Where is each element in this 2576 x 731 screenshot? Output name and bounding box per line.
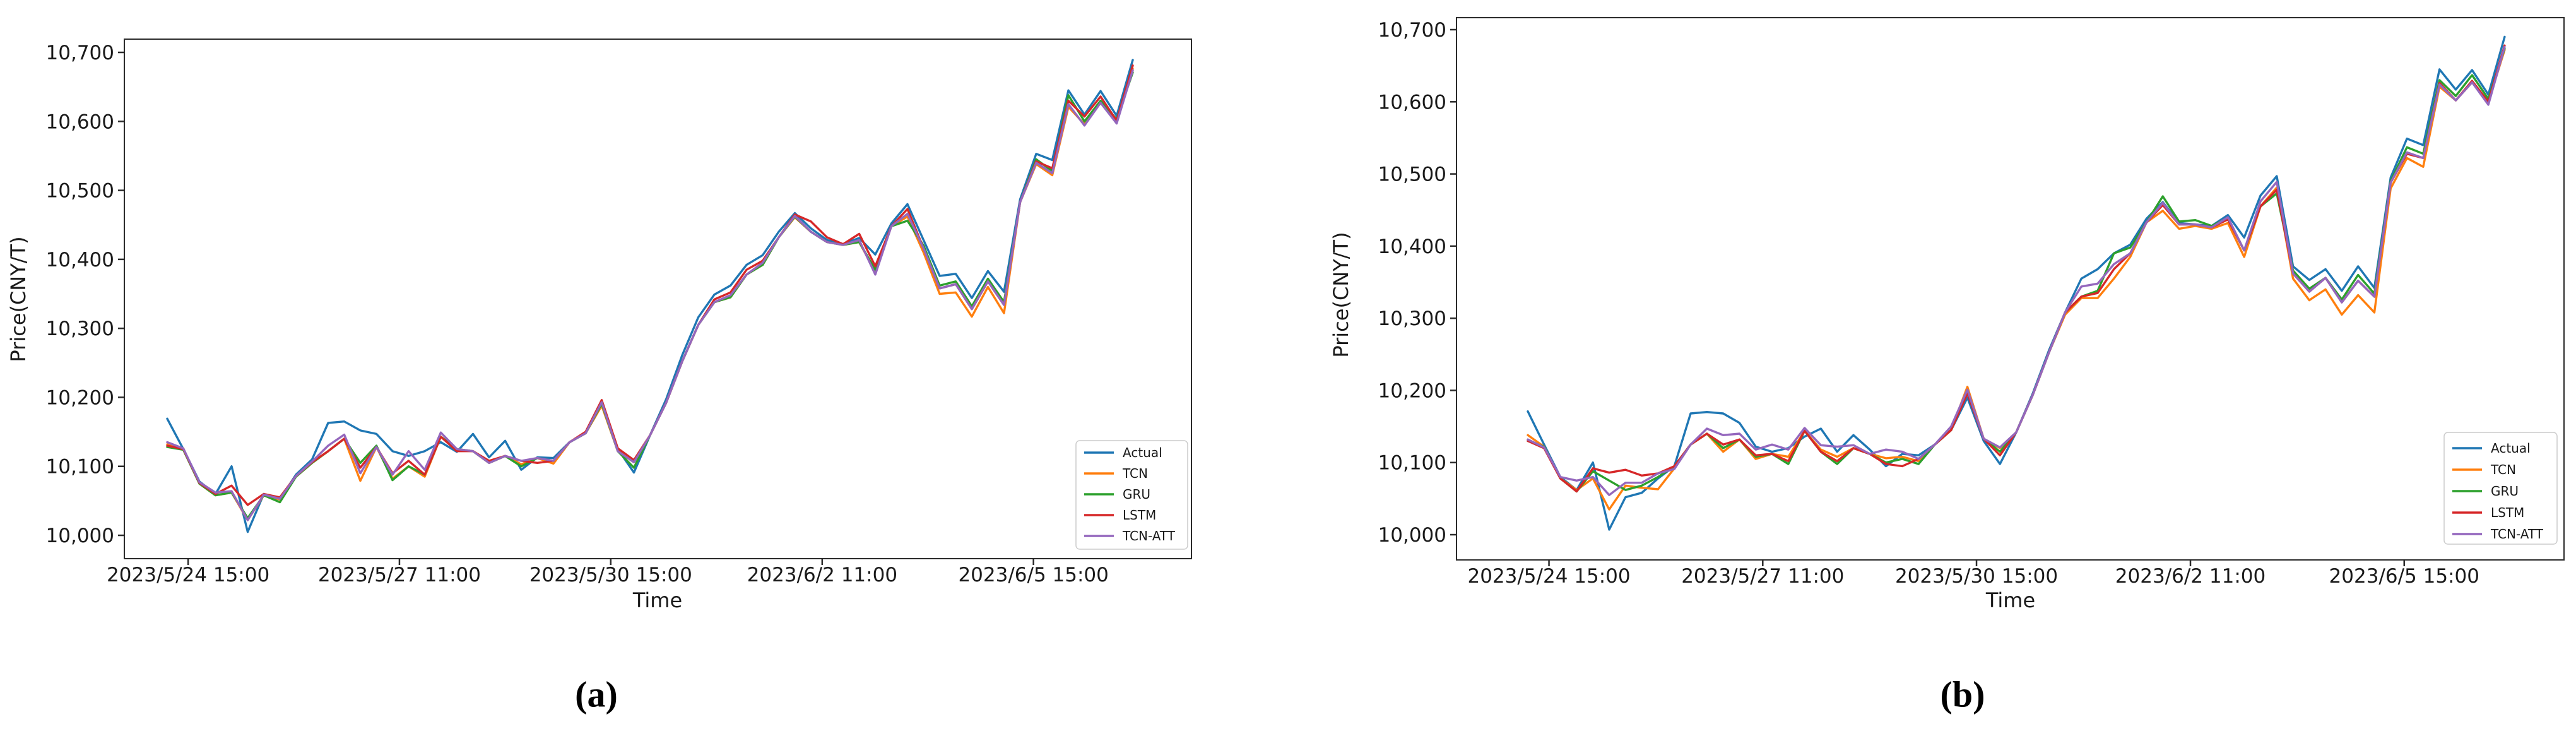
legend-label-actual: Actual <box>2491 441 2531 456</box>
series-line-gru <box>1527 47 2506 493</box>
x-tick-label: 2023/5/30 15:00 <box>529 564 692 586</box>
x-axis-title: Time <box>632 588 682 612</box>
y-tick-label: 10,100 <box>46 456 114 478</box>
plot-frame <box>1456 17 2565 561</box>
y-tick-label: 10,200 <box>1378 379 1446 402</box>
x-tick-label: 2023/5/30 15:00 <box>1895 565 2058 588</box>
series-line-lstm <box>166 64 1134 506</box>
legend-label-gru: GRU <box>2491 484 2519 499</box>
series-line-tcn-att <box>1527 45 2506 496</box>
series-line-tcn-att <box>166 69 1134 521</box>
y-tick-label: 10,500 <box>1378 163 1446 186</box>
y-tick-label: 10,700 <box>1378 19 1446 42</box>
chart-panel-b: 10,000 10,100 10,200 10,300 10,400 10,500 10,6… <box>1329 17 2565 612</box>
legend-label-gru: GRU <box>1123 487 1150 502</box>
y-axis-title: Price(CNY/T) <box>6 236 30 362</box>
x-tick-label: 2023/5/27 11:00 <box>318 564 481 586</box>
legend-box <box>1075 440 1188 550</box>
x-tick-label: 2023/5/24 15:00 <box>107 564 269 586</box>
y-axis-title: Price(CNY/T) <box>1329 232 1353 357</box>
x-tick-label: 2023/6/5 15:00 <box>958 564 1108 586</box>
y-tick-label: 10,300 <box>46 318 114 340</box>
subfigure-caption-a: (a) <box>575 674 618 715</box>
legend-label-lstm: LSTM <box>2491 505 2524 520</box>
legend-box <box>2443 432 2558 545</box>
x-tick-label: 2023/5/27 11:00 <box>1681 565 1844 588</box>
x-tick-label: 2023/6/2 11:00 <box>2115 565 2266 588</box>
x-tick-label: 2023/6/5 15:00 <box>2329 565 2479 588</box>
series-line-actual <box>1527 35 2506 531</box>
series-line-lstm <box>1527 44 2506 493</box>
series-line-tcn <box>1527 49 2506 511</box>
legend-label-tcn-att: TCN-ATT <box>2490 526 2544 542</box>
legend-label-tcn: TCN <box>1122 466 1148 481</box>
y-tick-label: 10,400 <box>46 249 114 271</box>
series-line-tcn <box>166 68 1134 521</box>
plot-frame <box>124 39 1192 559</box>
legend-label-tcn-att: TCN-ATT <box>1122 528 1176 544</box>
y-tick-label: 10,700 <box>46 42 114 64</box>
y-tick-label: 10,200 <box>46 386 114 409</box>
x-tick-label: 2023/6/2 11:00 <box>747 564 897 586</box>
y-tick-label: 10,600 <box>46 110 114 133</box>
x-axis-title: Time <box>1985 588 2035 612</box>
legend-label-lstm: LSTM <box>1123 508 1156 523</box>
subfigure-caption-b: (b) <box>1940 674 1985 715</box>
chart-panel-a: 10,000 10,100 10,200 10,300 10,400 10,500 10,6… <box>6 39 1192 612</box>
y-tick-label: 10,000 <box>46 525 114 547</box>
y-tick-label: 10,500 <box>46 180 114 203</box>
y-tick-label: 10,400 <box>1378 235 1446 258</box>
series-line-gru <box>166 71 1134 520</box>
legend-label-actual: Actual <box>1123 445 1162 460</box>
x-tick-label: 2023/5/24 15:00 <box>1467 565 1630 588</box>
y-tick-label: 10,100 <box>1378 452 1446 475</box>
y-tick-label: 10,600 <box>1378 91 1446 114</box>
y-tick-label: 10,000 <box>1378 524 1446 547</box>
y-tick-label: 10,300 <box>1378 307 1446 330</box>
legend-label-tcn: TCN <box>2490 462 2516 477</box>
